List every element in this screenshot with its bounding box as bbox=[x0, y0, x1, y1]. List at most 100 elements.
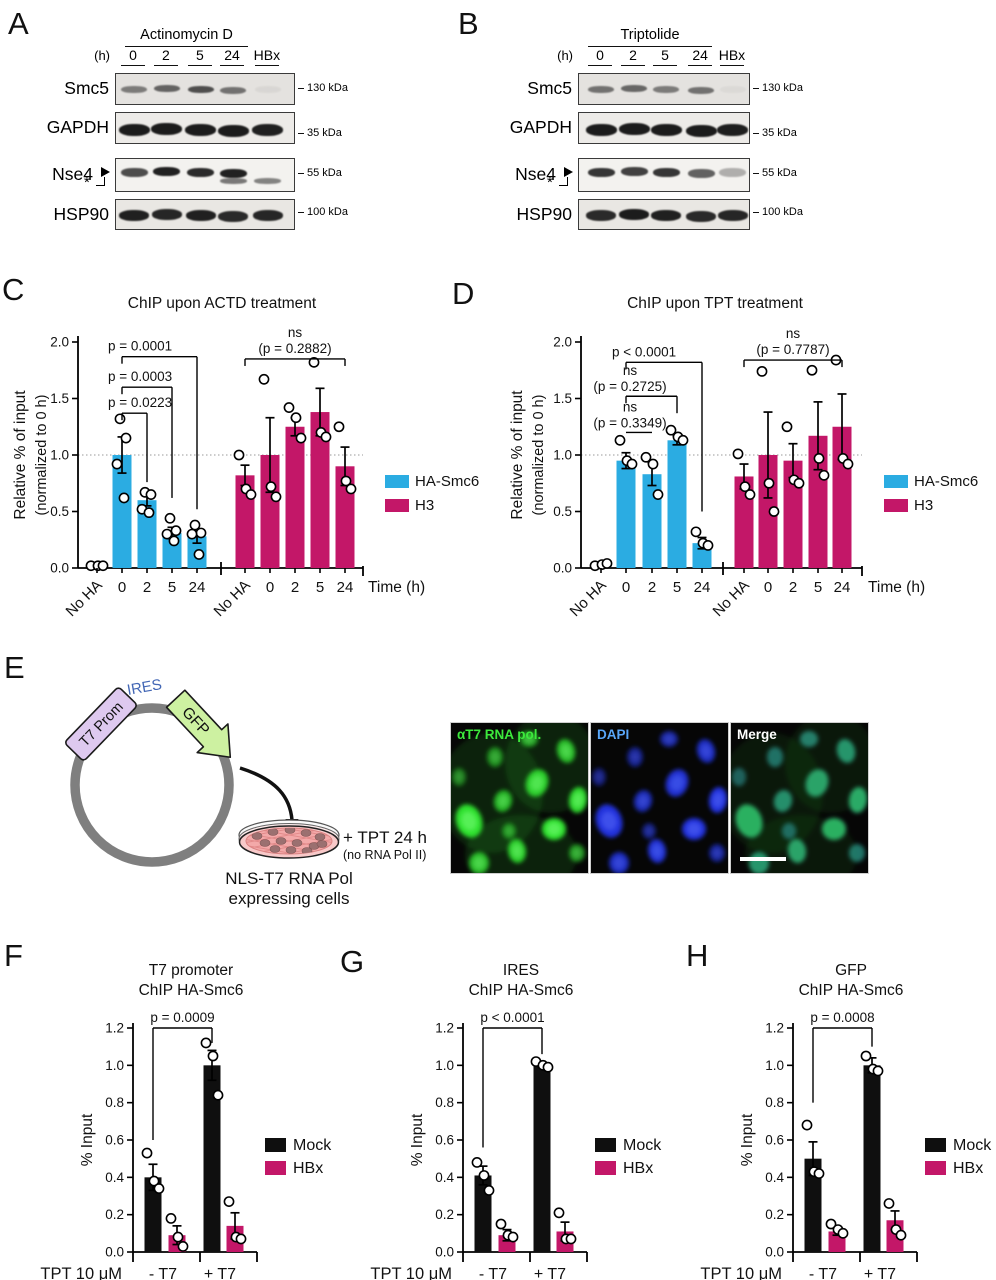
cell-nucleus bbox=[251, 832, 263, 840]
panel-label-d: D bbox=[452, 276, 475, 311]
data-point bbox=[195, 527, 207, 539]
x-tick-label: No HA bbox=[567, 577, 610, 620]
protein-band bbox=[587, 168, 615, 178]
lane-underline bbox=[153, 65, 178, 66]
y-tick-label: 0.0 bbox=[553, 561, 572, 576]
protein-band bbox=[151, 209, 182, 220]
data-point bbox=[872, 1065, 884, 1077]
data-point bbox=[732, 448, 744, 460]
protein-band bbox=[619, 209, 650, 220]
protein-band bbox=[220, 86, 246, 94]
data-point bbox=[895, 1229, 907, 1241]
data-point bbox=[114, 413, 126, 425]
protein-label-HSP90: HSP90 bbox=[53, 203, 109, 224]
p-value-label: (p = 0.2725) bbox=[593, 379, 666, 394]
legend-swatch bbox=[595, 1161, 616, 1175]
legend-swatch bbox=[265, 1161, 286, 1175]
y-axis-label-2: (normalized to 0 h) bbox=[34, 395, 50, 516]
data-point bbox=[640, 451, 652, 463]
y-tick-label: 0.0 bbox=[105, 1245, 124, 1260]
legend-label: H3 bbox=[914, 497, 933, 514]
protein-band bbox=[585, 123, 617, 136]
time-unit-label: (h) bbox=[94, 48, 110, 63]
blot-strip-Nse4 bbox=[578, 158, 750, 192]
cell-nucleus bbox=[314, 833, 326, 841]
data-point bbox=[542, 1061, 554, 1073]
p-value-label: p = 0.0003 bbox=[108, 369, 172, 384]
data-point bbox=[153, 1183, 165, 1194]
protein-band bbox=[717, 123, 749, 136]
data-point bbox=[756, 365, 768, 377]
micrograph-t7-rna-pol bbox=[450, 722, 589, 874]
data-point bbox=[781, 421, 793, 433]
bar bbox=[203, 1065, 221, 1252]
protein-band bbox=[687, 169, 715, 179]
cell-nucleus bbox=[269, 845, 281, 853]
transfection-arrow bbox=[239, 766, 294, 821]
chart-d-svg: ChIP upon TPT treatment Relative % of inp… bbox=[509, 295, 978, 620]
nonspecific-band-asterisk: * bbox=[84, 174, 90, 191]
marker-label-100-kDa: 100 kDa bbox=[762, 206, 803, 218]
y-axis-label: Relative % of input bbox=[509, 390, 526, 520]
legend-label: HA-Smc6 bbox=[914, 473, 978, 490]
cell-dish bbox=[238, 819, 340, 859]
lane-label-5: 5 bbox=[196, 47, 204, 63]
data-point bbox=[837, 1227, 849, 1239]
data-point bbox=[295, 432, 307, 444]
legend-label: Mock bbox=[623, 1137, 662, 1154]
cells-label-line1: NLS-T7 RNA Pol bbox=[225, 869, 353, 888]
protein-label-GAPDH: GAPDH bbox=[509, 117, 572, 137]
x-tick-label: 2 bbox=[789, 579, 797, 596]
ires-label: IRES bbox=[126, 676, 163, 699]
t7-promoter-box: T7 Prom bbox=[65, 687, 137, 761]
chart-t7-promoter: T7 promoter ChIP HA-Smc6 % Input 0.0 0.2 0.4 0… bbox=[0, 935, 336, 1280]
data-point bbox=[265, 481, 277, 493]
cell-nucleus bbox=[291, 839, 303, 847]
chart-title: IRES bbox=[503, 962, 539, 979]
micrograph-label-dapi: DAPI bbox=[597, 727, 630, 742]
protein-band bbox=[586, 210, 617, 221]
bar bbox=[310, 412, 330, 568]
lane-underline bbox=[688, 65, 713, 66]
x-tick-label: No HA bbox=[211, 577, 254, 620]
legend-label: H3 bbox=[415, 497, 434, 514]
micrograph-merge bbox=[730, 722, 869, 874]
protein-band bbox=[217, 124, 249, 137]
y-tick-label: 0.5 bbox=[553, 504, 572, 519]
chart-title: ChIP upon TPT treatment bbox=[627, 295, 803, 312]
protein-band bbox=[254, 85, 281, 93]
marker-tick bbox=[298, 212, 304, 213]
marker-tick bbox=[753, 212, 759, 213]
nse4-arrowhead-icon bbox=[564, 166, 573, 177]
data-point bbox=[223, 1196, 235, 1207]
y-tick-label: 2.0 bbox=[50, 335, 69, 350]
lane-underline bbox=[121, 65, 145, 66]
data-point bbox=[270, 491, 282, 503]
cell-nucleus bbox=[300, 829, 312, 837]
data-point bbox=[164, 512, 176, 524]
nse4-arrowhead-icon bbox=[101, 166, 110, 177]
protein-band-lower bbox=[219, 178, 247, 185]
y-tick-label: 1.5 bbox=[50, 391, 69, 406]
lane-label-24: 24 bbox=[224, 47, 240, 63]
lane-label-5: 5 bbox=[661, 47, 669, 63]
y-tick-label: 0.4 bbox=[765, 1170, 784, 1185]
y-tick-label: 1.5 bbox=[553, 391, 572, 406]
y-axis-label: Relative % of input bbox=[12, 390, 29, 520]
marker-tick bbox=[298, 88, 304, 89]
bar bbox=[804, 1158, 822, 1252]
y-tick-label: 0.8 bbox=[765, 1095, 784, 1110]
chart-g-svg: IRES ChIP HA-Smc6 % Input 0.0 0.2 0.4 0.6 0.8 1.… bbox=[370, 962, 662, 1280]
chart-title: GFP bbox=[835, 962, 867, 979]
protein-band bbox=[719, 85, 746, 93]
y-tick-label: 0.2 bbox=[435, 1207, 454, 1222]
panel-label-h: H bbox=[686, 938, 709, 973]
cell-nucleus bbox=[267, 828, 279, 836]
protein-label-GAPDH: GAPDH bbox=[46, 117, 109, 137]
blot-strip-HSP90 bbox=[115, 199, 295, 230]
data-point bbox=[471, 1156, 483, 1168]
x-axis-label: Time (h) bbox=[868, 579, 925, 596]
protein-band-lower bbox=[254, 178, 282, 185]
data-point bbox=[170, 525, 182, 537]
y-tick-label: 0.8 bbox=[435, 1095, 454, 1110]
